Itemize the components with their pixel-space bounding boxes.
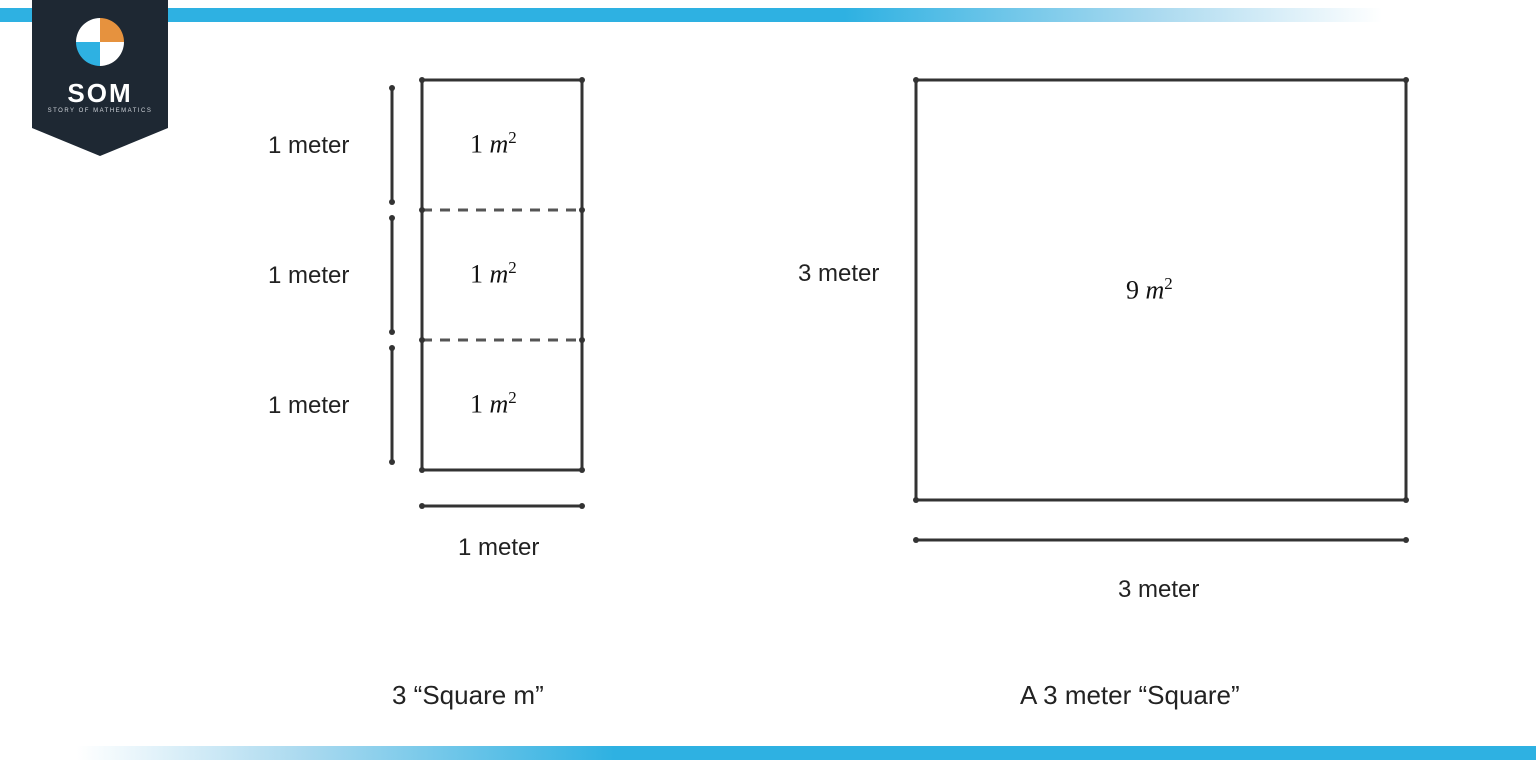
left-bottom-label: 1 meter xyxy=(458,534,539,562)
left-side-label-1: 1 meter xyxy=(268,132,349,160)
diagram-stage: 1 meter 1 meter 1 meter 1 m2 1 m2 1 m2 1… xyxy=(0,0,1536,768)
left-cell-area-3: 1 m2 xyxy=(470,388,517,420)
left-side-label-2: 1 meter xyxy=(268,262,349,290)
right-caption: A 3 meter “Square” xyxy=(1020,680,1240,711)
right-bottom-label: 3 meter xyxy=(1118,576,1199,604)
right-square-group xyxy=(913,77,1409,543)
left-cell-area-1: 1 m2 xyxy=(470,128,517,160)
left-cell-area-2: 1 m2 xyxy=(470,258,517,290)
right-side-label: 3 meter xyxy=(798,260,879,288)
right-area-label: 9 m2 xyxy=(1126,274,1173,306)
left-side-label-3: 1 meter xyxy=(268,392,349,420)
left-caption: 3 “Square m” xyxy=(392,680,544,711)
